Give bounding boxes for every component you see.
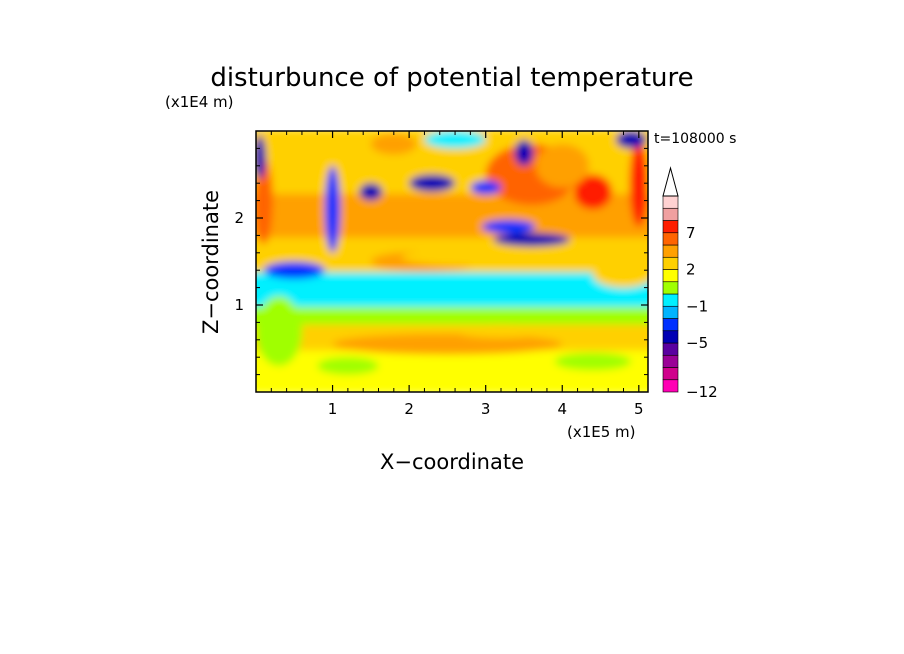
- plot-frame: [255, 130, 649, 393]
- field-blob: [470, 180, 501, 195]
- field-blob: [263, 261, 325, 279]
- field-blob: [493, 232, 570, 247]
- field-blob: [267, 139, 306, 175]
- colorbar-tick-label: −5: [686, 334, 708, 352]
- x-tick-label: 3: [481, 400, 491, 418]
- colorbar-segment: [662, 281, 679, 295]
- field-blob: [401, 248, 540, 266]
- field-blob: [535, 144, 590, 188]
- colorbar-tick-label: 2: [686, 261, 696, 279]
- colorbar-segment: [662, 367, 679, 381]
- colorbar-segment: [662, 354, 679, 368]
- field-blob: [256, 157, 273, 245]
- x-tick-label: 2: [404, 400, 414, 418]
- x-tick-label: 5: [634, 400, 644, 418]
- colorbar-tick-label: −1: [686, 297, 708, 315]
- field-blob: [615, 131, 647, 149]
- y-tick-label: 2: [234, 209, 244, 227]
- y-axis-label: Z−coordinate: [199, 190, 223, 334]
- colorbar-segment: [662, 244, 679, 258]
- colorbar-segment: [662, 195, 679, 209]
- y-tick-label: 1: [234, 296, 244, 314]
- field-blob: [317, 357, 379, 375]
- colorbar-segment: [662, 330, 679, 344]
- field-blob: [332, 200, 410, 236]
- time-label: t=108000 s: [654, 131, 736, 147]
- colorbar-segment: [662, 379, 679, 393]
- field-blob: [455, 324, 547, 339]
- contour-field: [256, 131, 648, 392]
- colorbar: 7 2 −1 −5 −12: [662, 166, 718, 401]
- field-blob: [424, 131, 486, 149]
- colorbar-segment: [662, 342, 679, 356]
- colorbar-segment: [662, 318, 679, 332]
- colorbar-segment: [662, 207, 679, 221]
- field-blob: [370, 133, 417, 155]
- colorbar-segment: [662, 220, 679, 234]
- colorbar-segment: [662, 232, 679, 246]
- y-unit-label: (x1E4 m): [165, 93, 234, 111]
- field-blob: [573, 174, 613, 210]
- x-axis-ticks: 1 2 3 4 5: [270, 131, 644, 418]
- field-blob: [629, 139, 648, 227]
- colorbar-segment: [662, 256, 679, 270]
- colorbar-extend-arrow: [662, 166, 679, 197]
- field-blob: [256, 135, 266, 179]
- colorbar-segment: [662, 305, 679, 319]
- field-band: [256, 372, 648, 392]
- x-tick-label: 4: [557, 400, 567, 418]
- y-axis-ticks: 12: [234, 147, 648, 376]
- field-blob: [332, 333, 563, 355]
- field-blob: [514, 139, 534, 166]
- field-blob: [256, 296, 302, 366]
- colorbar-tick-label: 7: [686, 224, 696, 242]
- x-axis-label: X−coordinate: [380, 450, 524, 474]
- colorbar-segment: [662, 269, 679, 283]
- field-band: [256, 268, 648, 307]
- colorbar-segment: [662, 293, 679, 307]
- field-blob: [324, 165, 341, 253]
- colorbar-tick-label: −12: [686, 383, 718, 401]
- field-blob: [359, 183, 383, 201]
- field-blob: [592, 261, 648, 288]
- x-unit-label: (x1E5 m): [567, 423, 636, 441]
- chart-title: disturbunce of potential temperature: [210, 63, 693, 93]
- field-blob: [481, 219, 536, 234]
- x-tick-label: 1: [328, 400, 338, 418]
- field-blob: [409, 174, 456, 192]
- field-band: [256, 303, 648, 325]
- field-blob: [554, 352, 632, 371]
